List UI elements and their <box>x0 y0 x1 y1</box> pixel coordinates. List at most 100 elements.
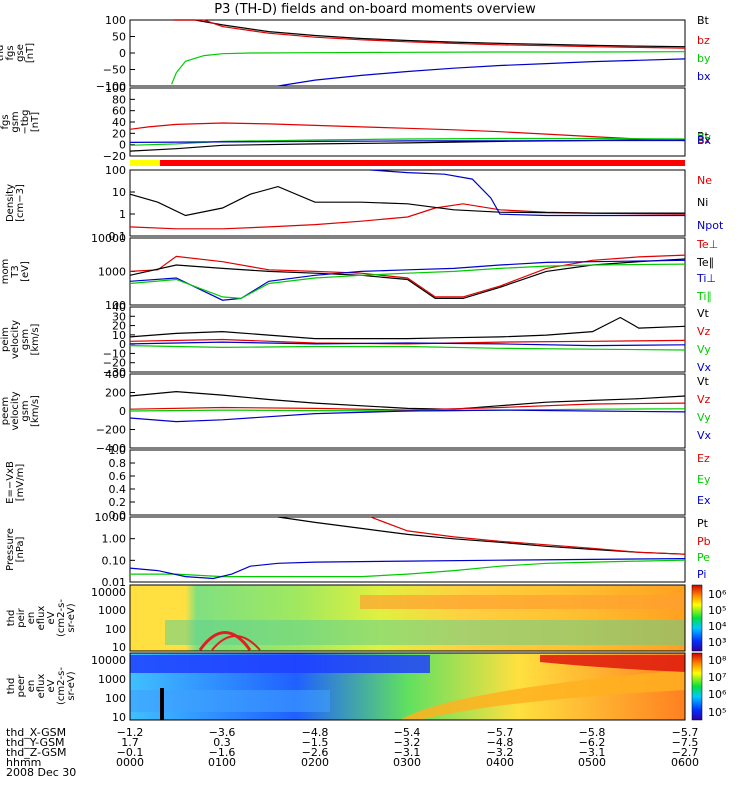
ephemeris-table: thd_X-GSM −1.2 −3.6 −4.8 −5.4 −5.7 −5.8 −5.7 thd… <box>6 726 699 769</box>
series-line-Pt <box>277 516 686 555</box>
ytick-label: 60 <box>112 105 126 118</box>
status-bar <box>130 160 685 166</box>
ephemeris-value: −5.8 <box>579 726 606 739</box>
legend-Pi: Pi <box>697 568 706 581</box>
ytick-label: −100 <box>96 80 126 93</box>
ylabel-line: [nPa] <box>15 536 26 562</box>
ephemeris-value: −5.7 <box>672 726 699 739</box>
legend-Vx: Vx <box>697 429 712 442</box>
ylabel: Pressure[nPa] <box>5 528 26 571</box>
ephemeris-value: −5.4 <box>394 726 421 739</box>
series-line-Bt <box>173 19 686 48</box>
ylabel-line: eflux <box>36 674 47 699</box>
electron-ytick: 1000 <box>98 673 126 686</box>
ylabel-line: fgs <box>0 114 11 129</box>
date-label: 2008 Dec 30 <box>6 766 76 779</box>
ylabel: thdfgsgse[nT] <box>0 43 36 63</box>
ytick-label: −10 <box>103 347 126 360</box>
legend-bx: bx <box>697 70 711 83</box>
electron-spectrogram-frame <box>129 652 686 721</box>
ylabel-line: Pressure <box>5 528 16 571</box>
ytick-label: −30 <box>103 366 126 379</box>
electron-spectrogram-yaxis: 10000 1000 100 10 <box>91 654 126 724</box>
ylabel-line: [cm−3] <box>15 184 26 222</box>
ytick-label: 0 <box>119 338 126 351</box>
electron-ytick: 10 <box>112 711 126 724</box>
ytick-label: −20 <box>103 150 126 163</box>
ephemeris-value: −1.5 <box>302 736 329 749</box>
legend-Vt: Vt <box>697 307 710 320</box>
ytick-label: 0.2 <box>109 496 127 509</box>
electron-spectrogram-band-mid <box>130 690 330 712</box>
ytick-label: 10.00 <box>95 511 127 524</box>
ylabel-line: eflux <box>36 606 47 631</box>
legend-Ti∥: Ti∥ <box>696 290 712 303</box>
ytick-label: 40 <box>112 301 126 314</box>
series-line-Bx <box>129 139 685 143</box>
legend-Ne: Ne <box>697 174 712 187</box>
ephemeris-value: −4.8 <box>487 736 514 749</box>
ylabel-line: peir <box>16 607 27 627</box>
legend-Ni: Ni <box>697 196 708 209</box>
colorbar-electron-label: 10⁵ <box>708 706 726 719</box>
series-line-Npot <box>370 169 685 217</box>
series-line-Vx <box>129 341 686 347</box>
ion-spectrogram-arc <box>198 631 252 651</box>
ytick-label: 10 <box>112 186 126 199</box>
ylabel-line: gse <box>15 44 26 62</box>
ephemeris-value: 0500 <box>578 756 606 769</box>
series-line-bz <box>173 19 686 49</box>
ylabel-line: (cm2-s- <box>56 667 67 705</box>
ylabel-line: thd <box>0 45 6 62</box>
ytick-label: 30 <box>112 310 126 323</box>
ephemeris-value: 0100 <box>208 756 236 769</box>
series-line-Vz <box>129 402 686 411</box>
ylabel-line: [eV] <box>20 261 31 282</box>
panel-frame <box>129 237 686 306</box>
legend-Vy: Vy <box>697 343 711 356</box>
series-line-By <box>129 137 686 146</box>
ion-ytick: 10000 <box>91 586 126 599</box>
ylabel-line: [km/s] <box>30 395 41 427</box>
panel-e_vxb: 1.00.80.60.40.20.0 E=−VxB[mV/m] Ez Ey Ex <box>5 444 711 522</box>
ephemeris-value: −1.2 <box>117 726 144 739</box>
legend-Ez: Ez <box>697 452 710 465</box>
series-line-Vz <box>129 338 686 345</box>
ytick-label: 0 <box>119 47 126 60</box>
ylabel-line: gsm <box>20 400 31 421</box>
electron-ytick: 10000 <box>91 654 126 667</box>
electron-spectrogram-gap <box>160 688 164 720</box>
ylabel-line: en <box>26 680 37 693</box>
ylabel-line: thd <box>6 610 17 627</box>
ylabel-line: [km/s] <box>30 323 41 355</box>
ephemeris-value: 0400 <box>486 756 514 769</box>
ylabel-line: en <box>26 612 37 625</box>
ytick-label: 50 <box>112 31 126 44</box>
colorbar-ion: 10⁶ 10⁵ 10⁴ 10³ <box>691 584 727 652</box>
ylabel-line: gsm <box>10 111 21 132</box>
panel-frame <box>129 516 686 583</box>
electron-spectrogram-hot-region <box>400 670 685 720</box>
ylabel-line: thd <box>0 403 1 420</box>
ytick-label: 0.0 <box>109 509 127 522</box>
series-line-Bz <box>129 122 686 142</box>
legend-bz: bz <box>697 34 710 47</box>
ephemeris-value: 0300 <box>393 756 421 769</box>
electron-spectrogram-red-region <box>540 655 685 672</box>
series-line-Vt <box>129 390 686 410</box>
ephemeris-value: −3.6 <box>209 726 236 739</box>
ylabel-line: [nT] <box>25 43 36 63</box>
ytick-label: 200 <box>105 387 126 400</box>
ytick-label: 0.1 <box>109 230 127 243</box>
ephemeris-value: −2.7 <box>672 746 699 759</box>
ephemeris-value: −5.7 <box>487 726 514 739</box>
ion-spectrogram <box>129 584 686 652</box>
ephemeris-label: thd_Y-GSM <box>6 736 65 749</box>
ephemeris-value: −7.5 <box>672 736 699 749</box>
series-line-Pi <box>129 558 686 580</box>
ytick-label: 80 <box>112 93 126 106</box>
ytick-label: −50 <box>103 64 126 77</box>
panel-frame <box>129 449 686 516</box>
panel-frame <box>129 306 686 373</box>
ytick-label: 0.6 <box>109 470 127 483</box>
